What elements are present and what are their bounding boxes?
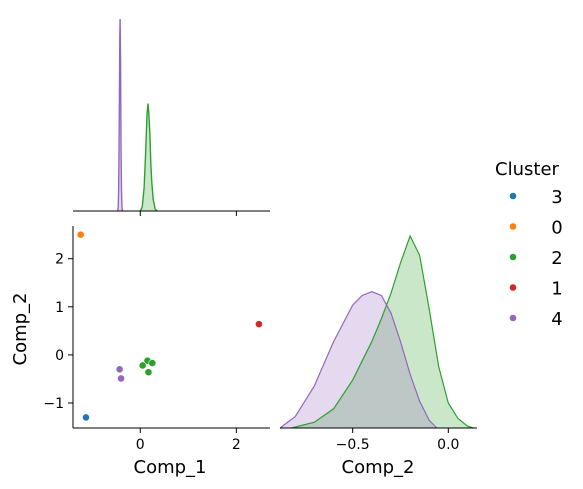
x-tick-label: 2: [232, 437, 241, 453]
legend-label-cluster-1: 1: [551, 279, 562, 300]
legend-marker-cluster-4: [509, 314, 517, 322]
y-tick-label: 1: [55, 300, 64, 316]
kde-comp2-curve-cluster-4: [279, 291, 438, 429]
legend-label-cluster-2: 2: [551, 248, 562, 269]
scatter-y-label: Comp_2: [10, 293, 31, 366]
scatter-point-cluster-3: [82, 413, 90, 422]
scatter-panel: −1 0 1 2 0 2 Comp_1 Comp_2: [10, 226, 270, 478]
scatter-point-cluster-2: [138, 361, 147, 370]
scatter-point-cluster-2: [148, 359, 157, 367]
kde-comp2-fill-cluster-2: [291, 236, 474, 428]
scatter-point-cluster-4: [115, 365, 124, 374]
kde-comp1-fill-cluster-4: [117, 19, 123, 211]
legend-marker-cluster-2: [509, 253, 517, 261]
legend-marker-cluster-0: [509, 222, 517, 231]
kde-comp2-tick-label: −0.5: [336, 437, 370, 453]
kde-comp1-panel: [73, 18, 270, 216]
legend-marker-cluster-1: [509, 283, 517, 292]
legend-marker-cluster-3: [509, 192, 517, 200]
y-tick-label: 2: [55, 252, 64, 268]
kde-comp2-fill-cluster-4: [280, 291, 437, 428]
scatter-point-cluster-1: [255, 320, 263, 329]
legend-label-cluster-4: 4: [551, 309, 562, 330]
x-tick-label: 0: [136, 437, 145, 453]
kde-comp2-panel: −0.5 0.0 Comp_2: [279, 234, 477, 478]
legend-label-cluster-0: 0: [551, 218, 562, 239]
scatter-point-cluster-4: [117, 374, 125, 383]
kde-comp2-curve-cluster-2: [291, 234, 474, 429]
kde-comp1-curve-cluster-4: [117, 18, 124, 212]
kde-comp2-x-label: Comp_2: [342, 457, 415, 478]
scatter-x-label: Comp_1: [134, 457, 207, 478]
kde-comp1-curve-cluster-2: [139, 103, 158, 212]
scatter-point-cluster-2: [144, 368, 153, 377]
y-tick-label: 0: [55, 348, 64, 364]
kde-comp2-tick-label: 0.0: [437, 437, 459, 453]
scatter-point-cluster-0: [76, 230, 85, 239]
legend-label-cluster-3: 3: [551, 187, 562, 208]
legend-title: Cluster: [495, 159, 559, 180]
legend: Cluster 3 0 2 1 4: [495, 159, 563, 330]
y-tick-label: −1: [43, 396, 64, 412]
